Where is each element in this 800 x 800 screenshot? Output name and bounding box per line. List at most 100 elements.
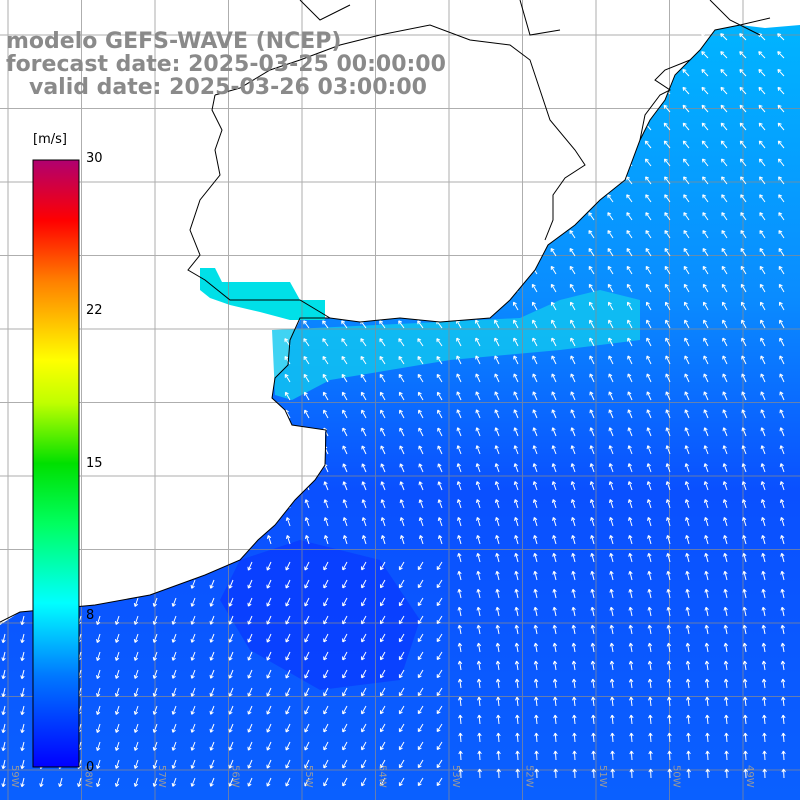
wind-arrow — [20, 615, 25, 626]
wind-arrow — [552, 642, 558, 653]
wind-arrow — [436, 356, 443, 365]
wind-arrow — [646, 463, 652, 473]
wind-arrow — [683, 301, 690, 311]
wind-arrow — [323, 759, 329, 769]
wind-arrow — [361, 579, 367, 589]
wind-arrow — [379, 561, 386, 571]
wind-arrow — [323, 651, 329, 661]
wind-arrow — [551, 445, 557, 455]
wind-arrow — [550, 301, 557, 311]
wind-arrow — [398, 579, 405, 589]
wind-arrow — [645, 230, 652, 239]
wind-arrow — [779, 355, 785, 365]
wind-arrow — [720, 86, 728, 95]
wind-arrow — [341, 373, 348, 383]
wind-arrow — [323, 723, 329, 733]
wind-arrow — [665, 337, 671, 347]
wind-arrow — [247, 687, 253, 697]
wind-arrow — [228, 705, 234, 715]
wind-arrow — [667, 714, 672, 725]
wind-arrow — [607, 301, 614, 311]
wind-arrow — [758, 104, 766, 113]
wind-arrow — [683, 194, 690, 203]
wind-arrow — [190, 705, 196, 715]
wind-arrow — [724, 750, 729, 761]
wind-arrow — [133, 723, 139, 733]
wind-arrow — [760, 499, 766, 509]
wind-arrow — [607, 283, 614, 293]
wind-arrow — [323, 409, 329, 419]
wind-arrow — [379, 669, 386, 679]
wind-arrow — [550, 247, 557, 257]
wind-arrow — [133, 669, 139, 679]
wind-arrow — [570, 319, 576, 329]
wind-arrow — [303, 356, 310, 365]
wind-arrow — [398, 687, 405, 697]
wind-arrow — [456, 373, 462, 383]
wind-arrow — [513, 391, 519, 401]
wind-arrow — [342, 535, 348, 545]
wind-arrow — [304, 705, 310, 715]
wind-arrow — [417, 320, 424, 329]
wind-arrow — [588, 301, 595, 311]
wind-arrow — [685, 588, 690, 599]
wind-arrow — [533, 534, 538, 545]
wind-arrow — [361, 651, 367, 661]
wind-arrow — [228, 741, 234, 751]
wind-arrow — [589, 337, 595, 347]
wind-arrow — [171, 741, 177, 751]
wind-arrow — [209, 705, 215, 715]
wind-arrow — [436, 561, 443, 571]
wind-arrow — [513, 427, 519, 437]
wind-arrow — [723, 624, 728, 635]
wind-arrow — [722, 319, 728, 329]
wind-arrow — [759, 265, 766, 275]
wind-arrow — [666, 570, 671, 581]
wind-arrow — [629, 732, 634, 743]
wind-arrow — [228, 669, 234, 679]
wind-arrow — [722, 463, 728, 473]
wind-arrow — [95, 615, 101, 625]
estuary-water — [200, 268, 325, 320]
wind-arrow — [608, 355, 614, 365]
wind-arrow — [627, 481, 633, 491]
title-model: modelo GEFS-WAVE (NCEP) — [6, 29, 342, 54]
wind-arrow — [20, 651, 25, 662]
wind-arrow — [533, 642, 539, 653]
wind-arrow — [417, 373, 424, 383]
wind-arrow — [781, 732, 786, 743]
wind-arrow — [553, 714, 558, 725]
wind-arrow — [39, 777, 44, 788]
coastal-band — [272, 290, 640, 400]
wind-arrow — [685, 660, 691, 671]
wind-arrow — [589, 373, 595, 383]
wind-arrow — [739, 158, 747, 167]
wind-arrow — [379, 338, 386, 347]
wind-arrow — [703, 337, 709, 347]
wind-arrow — [361, 409, 367, 419]
wind-arrow — [285, 777, 291, 787]
wind-arrow — [721, 212, 728, 221]
wind-arrow — [589, 427, 595, 437]
wind-arrow — [133, 705, 139, 715]
wind-arrow — [514, 588, 519, 599]
wind-arrow — [285, 723, 291, 733]
wind-arrow — [704, 606, 709, 617]
wind-arrow — [361, 705, 367, 715]
wind-arrow — [741, 463, 747, 473]
wind-arrow — [667, 732, 672, 743]
wind-arrow — [664, 176, 671, 185]
wind-arrow — [758, 140, 766, 149]
wind-arrow — [494, 319, 500, 329]
wind-arrow — [534, 696, 539, 707]
wind-arrow — [572, 750, 577, 761]
wind-arrow — [723, 678, 729, 689]
wind-arrow — [436, 633, 443, 643]
wind-arrow — [590, 624, 595, 635]
wind-arrow — [475, 391, 481, 401]
wind-arrow — [398, 651, 405, 661]
wind-arrow — [761, 606, 766, 617]
wind-arrow — [304, 741, 310, 751]
wind-arrow — [190, 741, 196, 751]
wind-arrow — [209, 741, 215, 751]
